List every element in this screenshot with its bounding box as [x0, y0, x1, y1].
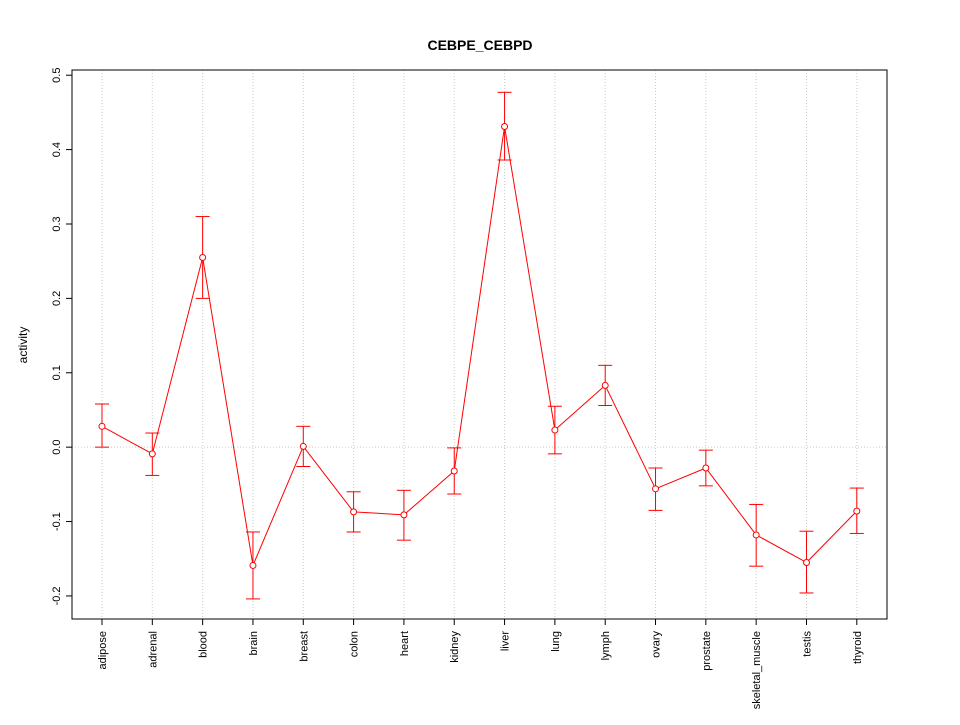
data-point — [551, 426, 559, 434]
x-tick-label: breast — [298, 631, 310, 662]
line-segment — [302, 446, 354, 513]
error-bars — [94, 91, 864, 600]
data-point — [802, 558, 810, 566]
y-tick-label: 0.5 — [51, 68, 63, 83]
line-segment — [655, 467, 707, 490]
data-point — [350, 508, 358, 516]
x-tick-label: liver — [500, 631, 512, 652]
data-point — [450, 467, 458, 475]
data-point — [199, 253, 207, 261]
data-point — [249, 561, 257, 569]
line-segment — [252, 446, 304, 566]
data-point — [148, 450, 156, 458]
data-points — [98, 123, 861, 569]
y-tick-label: 0.4 — [51, 142, 63, 157]
x-tick-label: adipose — [97, 631, 109, 670]
x-tick-label: thyroid — [852, 631, 864, 664]
data-point — [501, 123, 509, 131]
plot-frame — [71, 69, 888, 620]
line-segment — [554, 385, 606, 431]
data-point — [702, 464, 710, 472]
grid — [72, 70, 887, 619]
x-tick-label: lymph — [600, 631, 612, 660]
data-point — [98, 422, 106, 430]
data-point — [752, 531, 760, 539]
line-segment — [101, 425, 153, 455]
line-segment — [353, 511, 404, 516]
line-segment — [504, 126, 556, 431]
data-point — [400, 511, 408, 519]
x-tick-label: lung — [550, 631, 562, 652]
y-tick-label: 0.3 — [51, 216, 63, 231]
y-tick-label: -0.2 — [51, 586, 63, 605]
x-tick-label: blood — [198, 631, 210, 658]
x-tick-label: ovary — [651, 631, 663, 658]
x-tick-label: adrenal — [147, 631, 159, 668]
chart-title: CEBPE_CEBPD — [427, 37, 532, 53]
line-segment — [806, 510, 858, 563]
y-tick-label: 0.2 — [51, 291, 63, 306]
x-tick-label: kidney — [449, 631, 461, 663]
line-segment — [604, 385, 656, 490]
x-axis: adipose adrenal blood brain breast colon heart… — [97, 618, 864, 709]
x-tick-label: brain — [248, 631, 260, 655]
x-tick-label: skeletal_muscle — [751, 631, 763, 709]
y-tick-label: -0.1 — [51, 512, 63, 531]
data-point — [853, 507, 861, 515]
line-segment — [403, 470, 455, 516]
series-line — [101, 126, 858, 566]
x-tick-label: colon — [349, 631, 361, 657]
data-point — [601, 381, 609, 389]
line-segment — [453, 126, 506, 472]
line-segment — [202, 257, 254, 566]
line-segment — [755, 534, 807, 563]
y-axis: -0.2 -0.1 0.0 0.1 0.2 0.3 0.4 0.5 — [51, 68, 73, 605]
data-point — [652, 485, 660, 493]
x-tick-label: testis — [801, 631, 813, 657]
y-tick-label: 0.0 — [51, 440, 63, 455]
y-axis-label: activity — [16, 327, 30, 364]
line-segment — [705, 467, 757, 536]
x-tick-label: prostate — [701, 631, 713, 671]
line-segment — [151, 257, 204, 454]
x-tick-label: heart — [399, 631, 411, 656]
data-point — [299, 442, 307, 450]
y-tick-label: 0.1 — [51, 365, 63, 380]
